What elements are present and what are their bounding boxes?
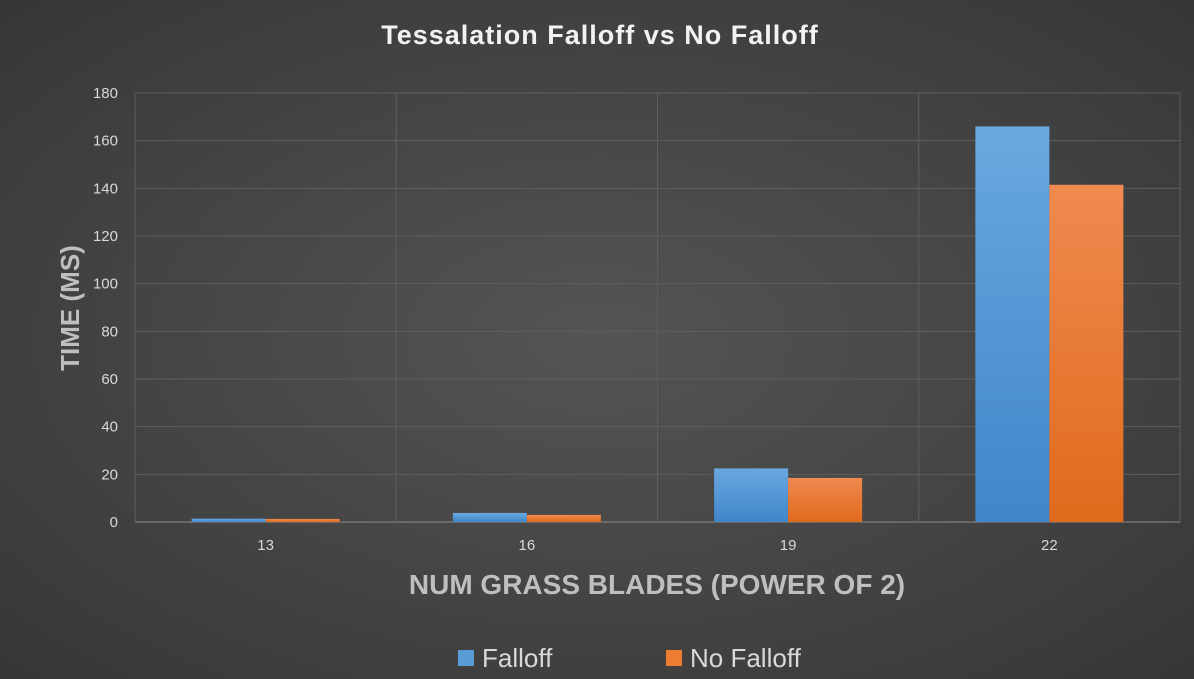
x-tick-label: 22: [1041, 537, 1058, 554]
bars: [191, 126, 1124, 522]
y-tick-label: 140: [93, 180, 118, 197]
bar-no-falloff-22: [1049, 184, 1124, 522]
y-axis-label: TIME (MS): [55, 245, 85, 371]
x-tick-label: 16: [519, 537, 536, 554]
y-tick-label: 180: [93, 85, 118, 102]
legend-label: No Falloff: [690, 643, 802, 673]
legend-swatch: [666, 650, 682, 666]
gridlines: [134, 92, 1181, 523]
y-tick-label: 160: [93, 133, 118, 150]
x-tick-label: 13: [257, 537, 274, 554]
y-tick-label: 80: [101, 323, 118, 340]
bar-no-falloff-19: [788, 477, 863, 522]
bar-no-falloff-13: [265, 518, 340, 522]
bar-falloff-22: [975, 126, 1050, 522]
y-tick-label: 60: [101, 371, 118, 388]
chart-title: Tessalation Falloff vs No Falloff: [381, 20, 819, 50]
legend-label: Falloff: [482, 643, 553, 673]
y-tick-label: 120: [93, 228, 118, 245]
bar-falloff-13: [191, 518, 266, 522]
x-axis-ticks: 13 16 19 22: [257, 537, 1057, 554]
y-axis-ticks: 0 20 40 60 80 100 120 140 160 180: [93, 85, 118, 531]
y-tick-label: 40: [101, 419, 118, 436]
legend-swatch: [458, 650, 474, 666]
x-axis-label: NUM GRASS BLADES (POWER OF 2): [409, 569, 905, 600]
legend: Falloff No Falloff: [458, 643, 802, 673]
bar-falloff-16: [452, 512, 527, 522]
y-tick-label: 20: [101, 466, 118, 483]
x-tick-label: 19: [780, 537, 797, 554]
y-tick-label: 100: [93, 276, 118, 293]
bar-no-falloff-16: [526, 514, 601, 522]
bar-falloff-19: [714, 468, 789, 522]
y-tick-label: 0: [110, 514, 118, 531]
